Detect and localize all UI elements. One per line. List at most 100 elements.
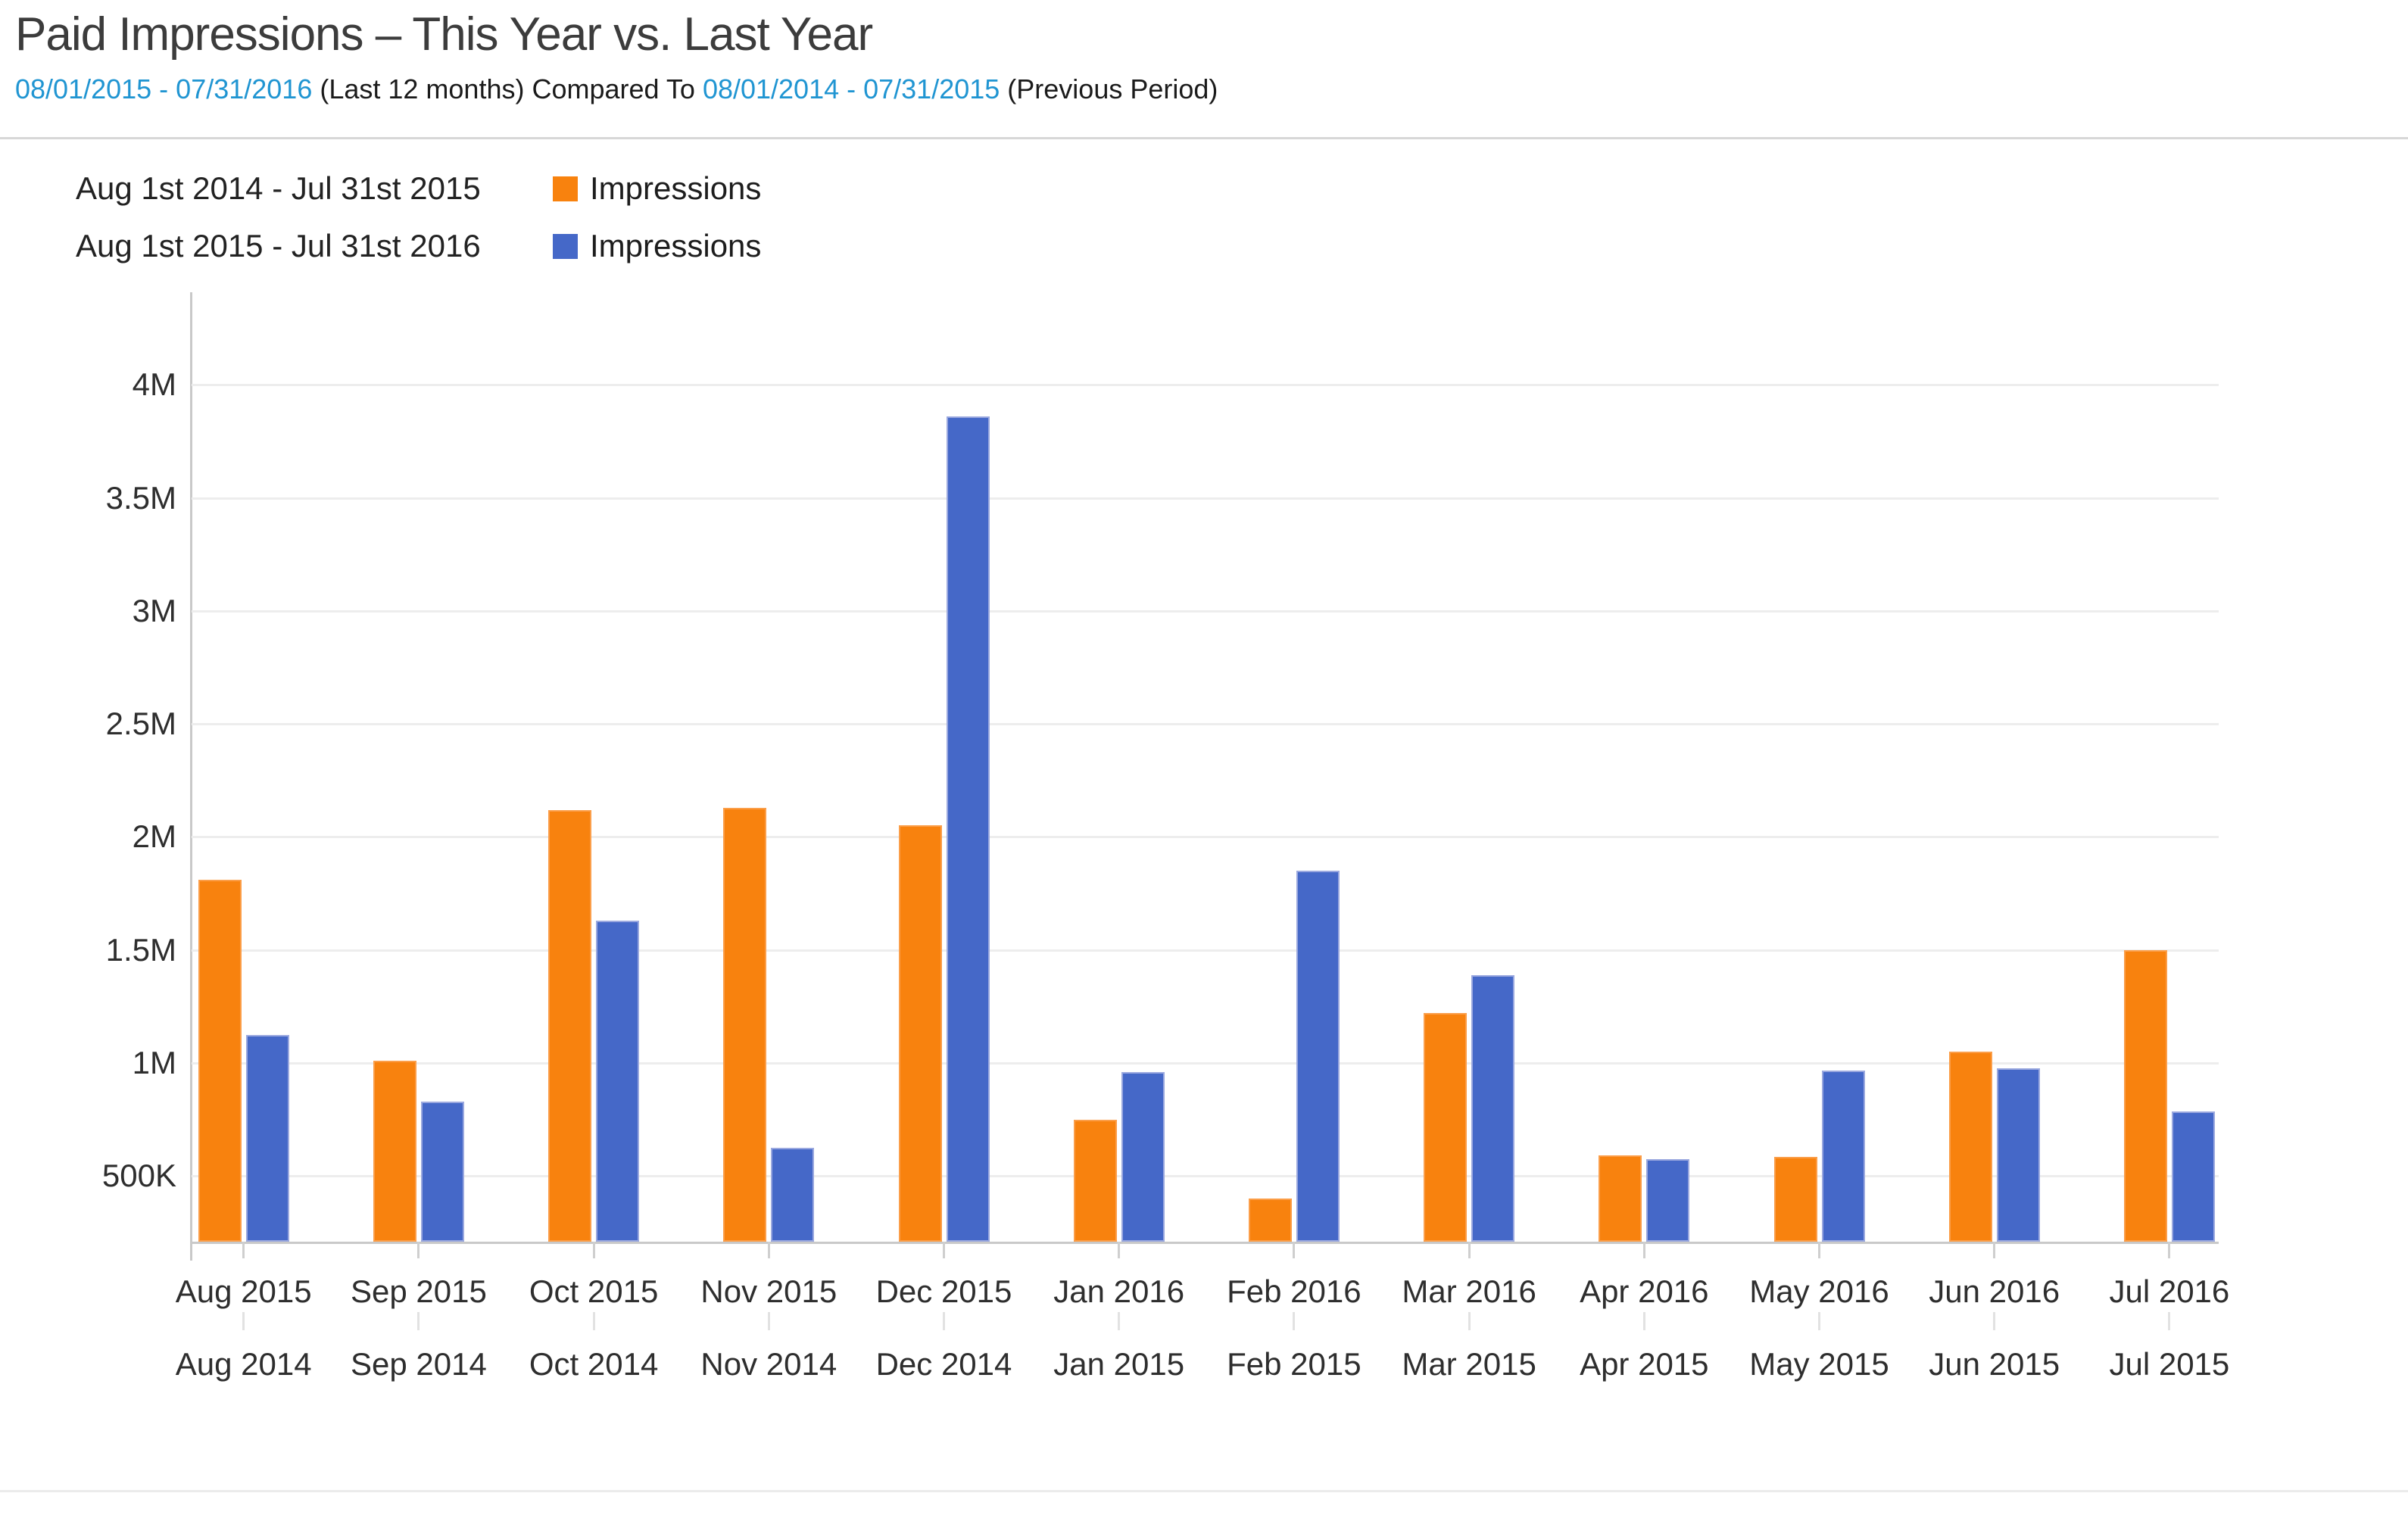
month-label-nov-2014: Nov 2014 <box>700 1346 837 1382</box>
x-axis-separator-tick <box>417 1312 420 1330</box>
compared-to-text: (Last 12 months) Compared To <box>312 73 703 104</box>
x-axis-separator-tick <box>592 1312 595 1330</box>
x-axis-tick <box>1818 1242 1820 1258</box>
bar-impressions-oct-2015[interactable] <box>596 920 640 1242</box>
month-label-jun-2016: Jun 2016 <box>1929 1273 2060 1309</box>
bar-impressions-oct-2014[interactable] <box>548 809 592 1242</box>
month-label-jan-2016: Jan 2016 <box>1053 1273 1185 1309</box>
x-axis-separator-tick <box>1468 1312 1471 1330</box>
bar-impressions-nov-2014[interactable] <box>723 807 767 1242</box>
bottom-divider <box>0 1490 2408 1492</box>
gridline-1M <box>192 1062 2219 1065</box>
month-label-aug-2014: Aug 2014 <box>175 1346 312 1382</box>
bar-impressions-dec-2014[interactable] <box>898 825 942 1242</box>
legend-period-label: Aug 1st 2015 - Jul 31st 2016 <box>76 228 481 263</box>
x-axis-separator-tick <box>2168 1312 2171 1330</box>
bar-impressions-apr-2016[interactable] <box>1646 1158 1690 1242</box>
y-axis-label-2.5M: 2.5M <box>105 706 176 742</box>
bar-impressions-mar-2016[interactable] <box>1471 974 1515 1242</box>
report-date-range: 08/01/2015 - 07/31/2016 (Last 12 months)… <box>15 73 1218 105</box>
month-label-jan-2015: Jan 2015 <box>1053 1346 1185 1382</box>
month-label-may-2015: May 2015 <box>1749 1346 1889 1382</box>
y-axis-label-1M: 1M <box>132 1045 176 1080</box>
bar-impressions-apr-2015[interactable] <box>1599 1155 1642 1242</box>
gridline-2M <box>192 836 2219 839</box>
chart-legend: Aug 1st 2014 - Jul 31st 2015 Impressions… <box>76 160 761 275</box>
x-axis-tick <box>417 1242 420 1258</box>
month-label-mar-2016: Mar 2016 <box>1402 1273 1536 1309</box>
legend-series-label: Impressions <box>590 170 762 206</box>
bar-impressions-aug-2014[interactable] <box>198 880 242 1242</box>
page-title: Paid Impressions – This Year vs. Last Ye… <box>15 8 873 61</box>
legend-series-label: Impressions <box>590 228 762 263</box>
y-axis-label-500K: 500K <box>101 1158 176 1194</box>
bar-impressions-jun-2015[interactable] <box>1948 1052 1992 1242</box>
x-axis-tick <box>1118 1242 1121 1258</box>
x-axis-line <box>190 1242 2219 1244</box>
x-axis-separator-tick <box>1293 1312 1296 1330</box>
x-axis-separator-tick <box>1118 1312 1121 1330</box>
bar-impressions-may-2016[interactable] <box>1821 1071 1865 1242</box>
bar-impressions-jul-2015[interactable] <box>2123 949 2167 1242</box>
bar-impressions-jun-2016[interactable] <box>1996 1068 2040 1242</box>
x-axis-tick <box>2168 1242 2171 1258</box>
y-axis-line <box>190 292 192 1261</box>
bar-impressions-jan-2015[interactable] <box>1073 1119 1117 1242</box>
month-label-jun-2015: Jun 2015 <box>1929 1346 2060 1382</box>
bar-impressions-feb-2015[interactable] <box>1248 1199 1292 1242</box>
legend-row-previous-period: Aug 1st 2014 - Jul 31st 2015 Impressions <box>76 160 761 217</box>
month-label-sep-2015: Sep 2015 <box>350 1273 487 1309</box>
month-label-jul-2016: Jul 2016 <box>2109 1273 2230 1309</box>
month-label-dec-2015: Dec 2015 <box>875 1273 1012 1309</box>
x-axis-tick <box>1642 1242 1645 1258</box>
gridline-1.5M <box>192 949 2219 952</box>
x-axis-tick <box>1468 1242 1471 1258</box>
month-label-apr-2016: Apr 2016 <box>1580 1273 1709 1309</box>
bar-impressions-dec-2015[interactable] <box>946 416 990 1242</box>
gridline-2.5M <box>192 723 2219 726</box>
month-label-apr-2015: Apr 2015 <box>1580 1346 1709 1382</box>
x-axis-tick <box>943 1242 945 1258</box>
y-axis-label-4M: 4M <box>132 366 176 403</box>
x-axis-tick <box>1993 1242 1996 1258</box>
bar-impressions-jan-2016[interactable] <box>1121 1071 1165 1242</box>
x-axis-tick <box>1293 1242 1296 1258</box>
bar-impressions-sep-2014[interactable] <box>373 1061 416 1242</box>
month-label-aug-2015: Aug 2015 <box>175 1273 312 1309</box>
month-label-mar-2015: Mar 2015 <box>1402 1346 1536 1382</box>
header-divider <box>0 137 2408 139</box>
previous-period-text: (Previous Period) <box>1000 73 1218 104</box>
legend-period-label: Aug 1st 2014 - Jul 31st 2015 <box>76 170 481 206</box>
blue-series-swatch-icon <box>553 233 578 259</box>
y-axis-label-3M: 3M <box>132 592 176 628</box>
bar-impressions-sep-2015[interactable] <box>420 1101 464 1242</box>
gridline-3.5M <box>192 497 2219 500</box>
bar-impressions-jul-2016[interactable] <box>2171 1111 2215 1242</box>
current-period-dates: 08/01/2015 - 07/31/2016 <box>15 73 313 104</box>
bar-impressions-mar-2015[interactable] <box>1424 1013 1468 1242</box>
bar-impressions-feb-2016[interactable] <box>1296 871 1340 1242</box>
bar-impressions-aug-2015[interactable] <box>245 1034 289 1242</box>
legend-row-current-period: Aug 1st 2015 - Jul 31st 2016 Impressions <box>76 217 761 275</box>
x-axis-tick <box>592 1242 595 1258</box>
month-label-feb-2015: Feb 2015 <box>1227 1346 1362 1382</box>
x-axis-tick <box>242 1242 245 1258</box>
x-axis-separator-tick <box>1642 1312 1645 1330</box>
month-label-may-2016: May 2016 <box>1749 1273 1889 1309</box>
bar-impressions-nov-2015[interactable] <box>771 1147 815 1242</box>
previous-period-dates: 08/01/2014 - 07/31/2015 <box>702 73 1000 104</box>
orange-series-swatch-icon <box>553 176 578 201</box>
month-label-dec-2014: Dec 2014 <box>875 1346 1012 1382</box>
y-axis-label-1.5M: 1.5M <box>105 931 176 968</box>
x-axis-separator-tick <box>1993 1312 1996 1330</box>
month-label-feb-2016: Feb 2016 <box>1227 1273 1362 1309</box>
bar-impressions-may-2015[interactable] <box>1773 1156 1817 1242</box>
x-axis-separator-tick <box>242 1312 245 1330</box>
gridline-4M <box>192 384 2219 387</box>
month-label-sep-2014: Sep 2014 <box>350 1346 487 1382</box>
month-label-jul-2015: Jul 2015 <box>2109 1346 2230 1382</box>
x-axis-separator-tick <box>767 1312 770 1330</box>
x-axis-separator-tick <box>943 1312 945 1330</box>
x-axis-tick <box>767 1242 770 1258</box>
